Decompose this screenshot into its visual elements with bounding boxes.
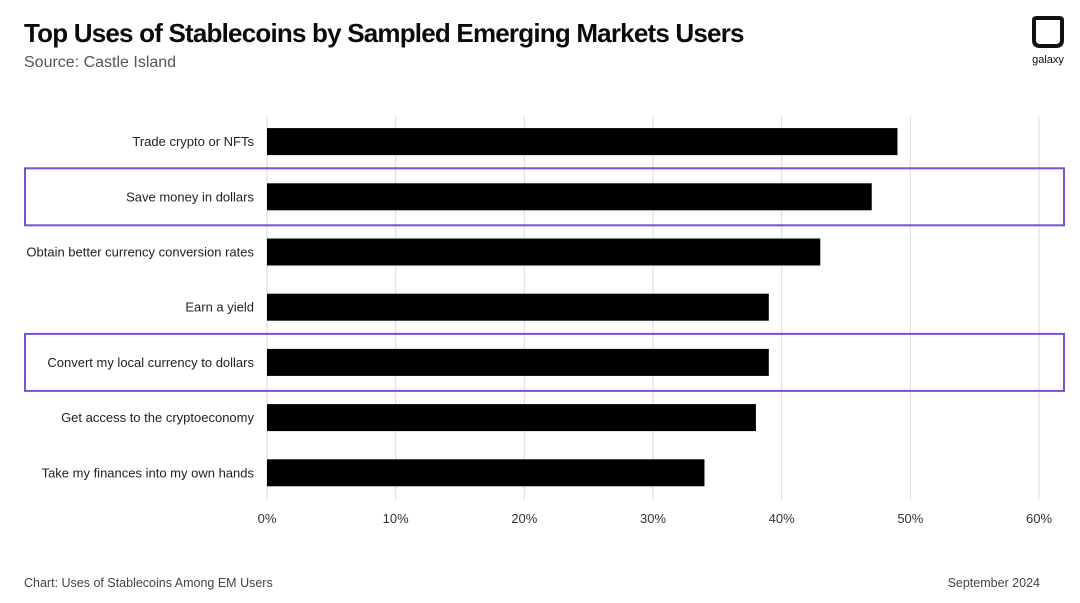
bar [267,238,821,266]
bar [267,183,872,211]
bar [267,348,769,376]
x-tick-label: 0% [258,511,277,526]
category-label: Save money in dollars [126,189,254,204]
category-label: Obtain better currency conversion rates [26,245,254,260]
bar [267,404,756,432]
x-tick-label: 60% [1026,511,1052,526]
galaxy-logo: galaxy [1028,16,1068,68]
bar [267,128,898,156]
logo-text: galaxy [1032,54,1064,66]
category-label: Earn a yield [185,300,254,315]
x-tick-label: 10% [383,511,409,526]
x-tick-label: 30% [640,511,666,526]
chart-title: Top Uses of Stablecoins by Sampled Emerg… [24,18,745,48]
bar [267,459,705,487]
x-tick-label: 50% [897,511,923,526]
category-label: Trade crypto or NFTs [132,134,254,149]
category-label: Convert my local currency to dollars [47,355,254,370]
galaxy-logo-icon [1032,16,1064,48]
x-tick-label: 40% [769,511,795,526]
x-tick-label: 20% [511,511,537,526]
highlight-box [24,167,1065,227]
category-label: Get access to the cryptoeconomy [61,410,254,425]
chart-source: Source: Castle Island [24,54,177,71]
chart-date: September 2024 [947,576,1040,590]
bar [267,293,769,321]
chart-caption: Chart: Uses of Stablecoins Among EM User… [24,576,273,590]
highlight-box [24,332,1065,392]
category-label: Take my finances into my own hands [42,465,255,480]
